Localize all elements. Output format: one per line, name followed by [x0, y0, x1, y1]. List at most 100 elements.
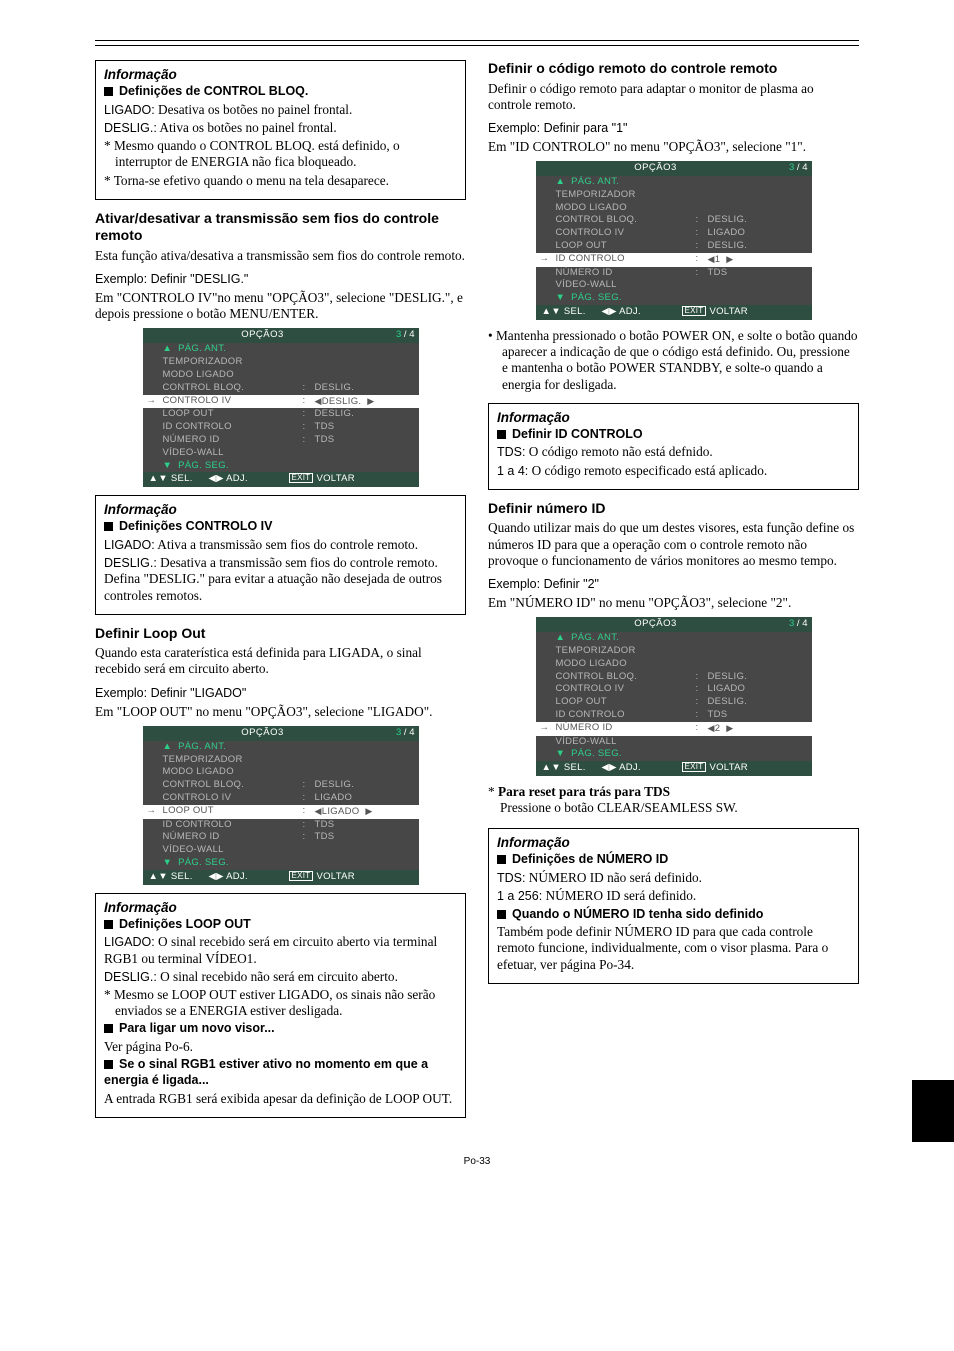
line-tds-2: TDS: NÚMERO ID não será definido.	[497, 870, 850, 886]
subheading-novo-visor: Para ligar um novo visor...	[104, 1021, 457, 1037]
left-arrow-icon: ◀	[315, 396, 322, 406]
label-ligado: LIGADO:	[104, 935, 155, 949]
menu-item-value: ◀LIGADO ▶	[315, 805, 417, 819]
star-mark: *	[488, 784, 498, 799]
menu-item-label: TEMPORIZADOR	[163, 754, 303, 767]
select-arrow-icon: →	[147, 395, 157, 408]
line-deslig: DESLIG.: O sinal recebido não será em ci…	[104, 969, 457, 985]
heading-codigo-remoto: Definir o código remoto do controle remo…	[488, 60, 859, 78]
menu-item-value: ◀1 ▶	[708, 253, 810, 267]
para-menu-instr-1: Em "CONTROLO IV"no menu "OPÇÃO3", seleci…	[95, 290, 466, 322]
info-box-numero-id: Informação Definições de NÚMERO ID TDS: …	[488, 828, 859, 983]
menu-colon: :	[696, 722, 708, 736]
heading-numero-id: Definir número ID	[488, 500, 859, 518]
example-2: Exemplo: Definir "2"	[488, 577, 859, 591]
menu-item-label: NÚMERO ID	[556, 267, 696, 280]
menu-row: NÚMERO ID:TDS	[536, 267, 812, 280]
menu-colon	[303, 343, 315, 356]
text-deslig: O sinal recebido não será em circuito ab…	[157, 969, 398, 984]
menu-row: NÚMERO ID:TDS	[143, 434, 419, 447]
subheading-text: Se o sinal RGB1 estiver ativo no momento…	[104, 1057, 428, 1087]
menu-item-value	[708, 202, 810, 215]
text-tds: O código remoto não está defnido.	[525, 444, 712, 459]
menu-colon	[303, 460, 315, 473]
menu-item-label: ▲ PÁG. ANT.	[163, 741, 303, 754]
info-title: Informação	[104, 900, 457, 915]
menu-page: 3 / 4	[379, 329, 415, 342]
menu-colon: :	[303, 395, 315, 409]
menu-item-value: LIGADO	[708, 227, 810, 240]
menu-item-value: LIGADO	[708, 683, 810, 696]
footer-sel: ▲▼ SEL.	[149, 871, 209, 884]
text-ligado: O sinal recebido será em circuito aberto…	[104, 934, 437, 965]
menu-item-label: ▼ PÁG. SEG.	[556, 292, 696, 305]
menu-item-label: CONTROLO IV	[163, 792, 303, 805]
osd-menu-3: OPÇÃO33 / 4▲ PÁG. ANT.TEMPORIZADORMODO L…	[536, 161, 812, 320]
menu-row: CONTROLO IV:LIGADO	[536, 683, 812, 696]
menu-item-value: ◀DESLIG. ▶	[315, 395, 417, 409]
para-menu-instr-3: Em "ID CONTROLO" no menu "OPÇÃO3", selec…	[488, 139, 859, 155]
square-bullet-icon	[497, 430, 506, 439]
select-arrow-icon: →	[540, 722, 550, 735]
menu-item-value	[315, 754, 417, 767]
menu-colon	[696, 292, 708, 305]
menu-row: VÍDEO-WALL	[143, 447, 419, 460]
example-deslig: Exemplo: Definir "DESLIG."	[95, 272, 466, 286]
top-rule	[95, 40, 859, 41]
menu-row: CONTROL BLOQ.:DESLIG.	[143, 382, 419, 395]
line-ligado: LIGADO: Desativa os botões no painel fro…	[104, 102, 457, 118]
bold-reset-text: Para reset para trás para TDS	[498, 784, 670, 799]
menu-item-value: TDS	[708, 267, 810, 280]
footer-return: EXITVOLTAR	[682, 306, 806, 319]
menu-row: MODO LIGADO	[536, 202, 812, 215]
menu-row: TEMPORIZADOR	[536, 189, 812, 202]
heading-ativar-desativar: Ativar/desativar a transmissão sem fios …	[95, 210, 466, 245]
text-1a4: O código remoto especificado está aplica…	[528, 463, 767, 478]
label-1a4: 1 a 4:	[497, 464, 528, 478]
menu-item-value	[315, 766, 417, 779]
menu-item-label: ID CONTROLO	[163, 421, 303, 434]
menu-row: ▼ PÁG. SEG.	[143, 460, 419, 473]
menu-item-value	[708, 645, 810, 658]
menu-item-value: TDS	[315, 421, 417, 434]
menu-colon	[696, 202, 708, 215]
select-arrow-icon: →	[147, 805, 157, 818]
menu-item-value: LIGADO	[315, 792, 417, 805]
menu-colon	[303, 741, 315, 754]
two-column-layout: Informação Definições de CONTROL BLOQ. L…	[95, 60, 859, 1128]
line-ligado: LIGADO: O sinal recebido será em circuit…	[104, 934, 457, 966]
text-clear-sw: Pressione o botão CLEAR/SEAMLESS SW.	[488, 800, 859, 816]
menu-row: ID CONTROLO:TDS	[143, 819, 419, 832]
heading-text: Definir ID CONTROLO	[512, 427, 643, 441]
menu-row: LOOP OUT:◀LIGADO ▶	[143, 805, 419, 819]
menu-title: OPÇÃO3	[147, 329, 379, 342]
up-arrow-icon: ▲	[556, 176, 566, 187]
text-quando-numero-id: Também pode definir NÚMERO ID para que c…	[497, 924, 850, 973]
square-bullet-icon	[497, 855, 506, 864]
menu-row: ▼ PÁG. SEG.	[536, 748, 812, 761]
second-rule	[95, 45, 859, 46]
menu-title: OPÇÃO3	[540, 162, 772, 175]
updown-arrow-icon: ▲▼	[149, 871, 168, 882]
leftright-arrow-icon: ◀▶	[602, 306, 617, 317]
label-deslig: DESLIG.:	[104, 556, 157, 570]
select-arrow-icon: →	[540, 253, 550, 266]
menu-item-label: VÍDEO-WALL	[163, 447, 303, 460]
menu-item-label: CONTROLO IV	[556, 683, 696, 696]
right-arrow-icon: ▶	[365, 806, 372, 816]
info-title: Informação	[497, 410, 850, 425]
menu-item-label: NÚMERO ID	[163, 831, 303, 844]
menu-footer: ▲▼ SEL.◀▶ ADJ.EXITVOLTAR	[143, 870, 419, 885]
menu-title-row: OPÇÃO33 / 4	[536, 161, 812, 176]
menu-colon: :	[696, 267, 708, 280]
menu-colon: :	[303, 831, 315, 844]
menu-item-value: TDS	[315, 819, 417, 832]
up-arrow-icon: ▲	[163, 343, 173, 354]
left-arrow-icon: ◀	[315, 806, 322, 816]
menu-item-label: VÍDEO-WALL	[163, 844, 303, 857]
info-box-control-bloq: Informação Definições de CONTROL BLOQ. L…	[95, 60, 466, 200]
menu-page: 3 / 4	[379, 727, 415, 740]
menu-item-value	[708, 176, 810, 189]
label-1a256: 1 a 256:	[497, 889, 542, 903]
label-deslig: DESLIG.:	[104, 970, 157, 984]
